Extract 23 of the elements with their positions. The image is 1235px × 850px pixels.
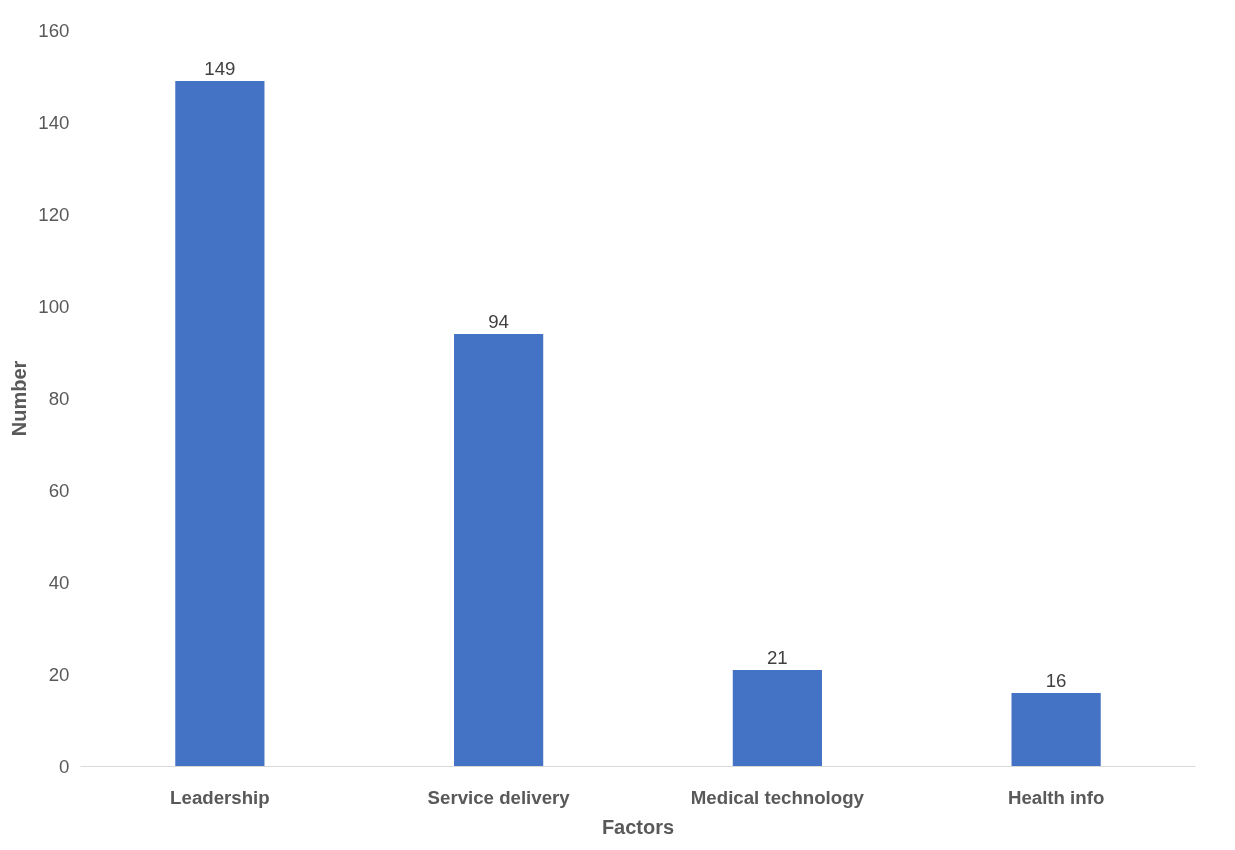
y-tick-label: 80 (48, 388, 70, 409)
y-tick-label: 140 (38, 112, 70, 133)
x-tick-label: Medical technology (690, 786, 865, 808)
bar (732, 669, 822, 767)
x-tick-label: Leadership (170, 786, 270, 808)
y-tick-label: 160 (38, 20, 70, 41)
y-tick-label: 100 (38, 296, 70, 317)
y-tick-label: 0 (59, 756, 70, 777)
x-tick-label: Service delivery (427, 786, 571, 808)
x-axis-title: Factors (601, 815, 675, 838)
y-tick-label: 40 (48, 572, 70, 593)
bar (175, 81, 265, 767)
bar (1011, 692, 1101, 767)
data-label: 21 (767, 646, 788, 668)
y-tick-label: 20 (48, 664, 70, 685)
bar (454, 334, 544, 767)
y-axis-title: Number (8, 360, 31, 437)
data-label: 16 (1045, 669, 1067, 691)
data-label: 149 (204, 58, 236, 80)
x-tick-label: Health info (1007, 786, 1105, 808)
y-tick-label: 120 (38, 204, 70, 225)
y-tick-label: 60 (48, 480, 70, 501)
data-label: 94 (488, 311, 510, 333)
